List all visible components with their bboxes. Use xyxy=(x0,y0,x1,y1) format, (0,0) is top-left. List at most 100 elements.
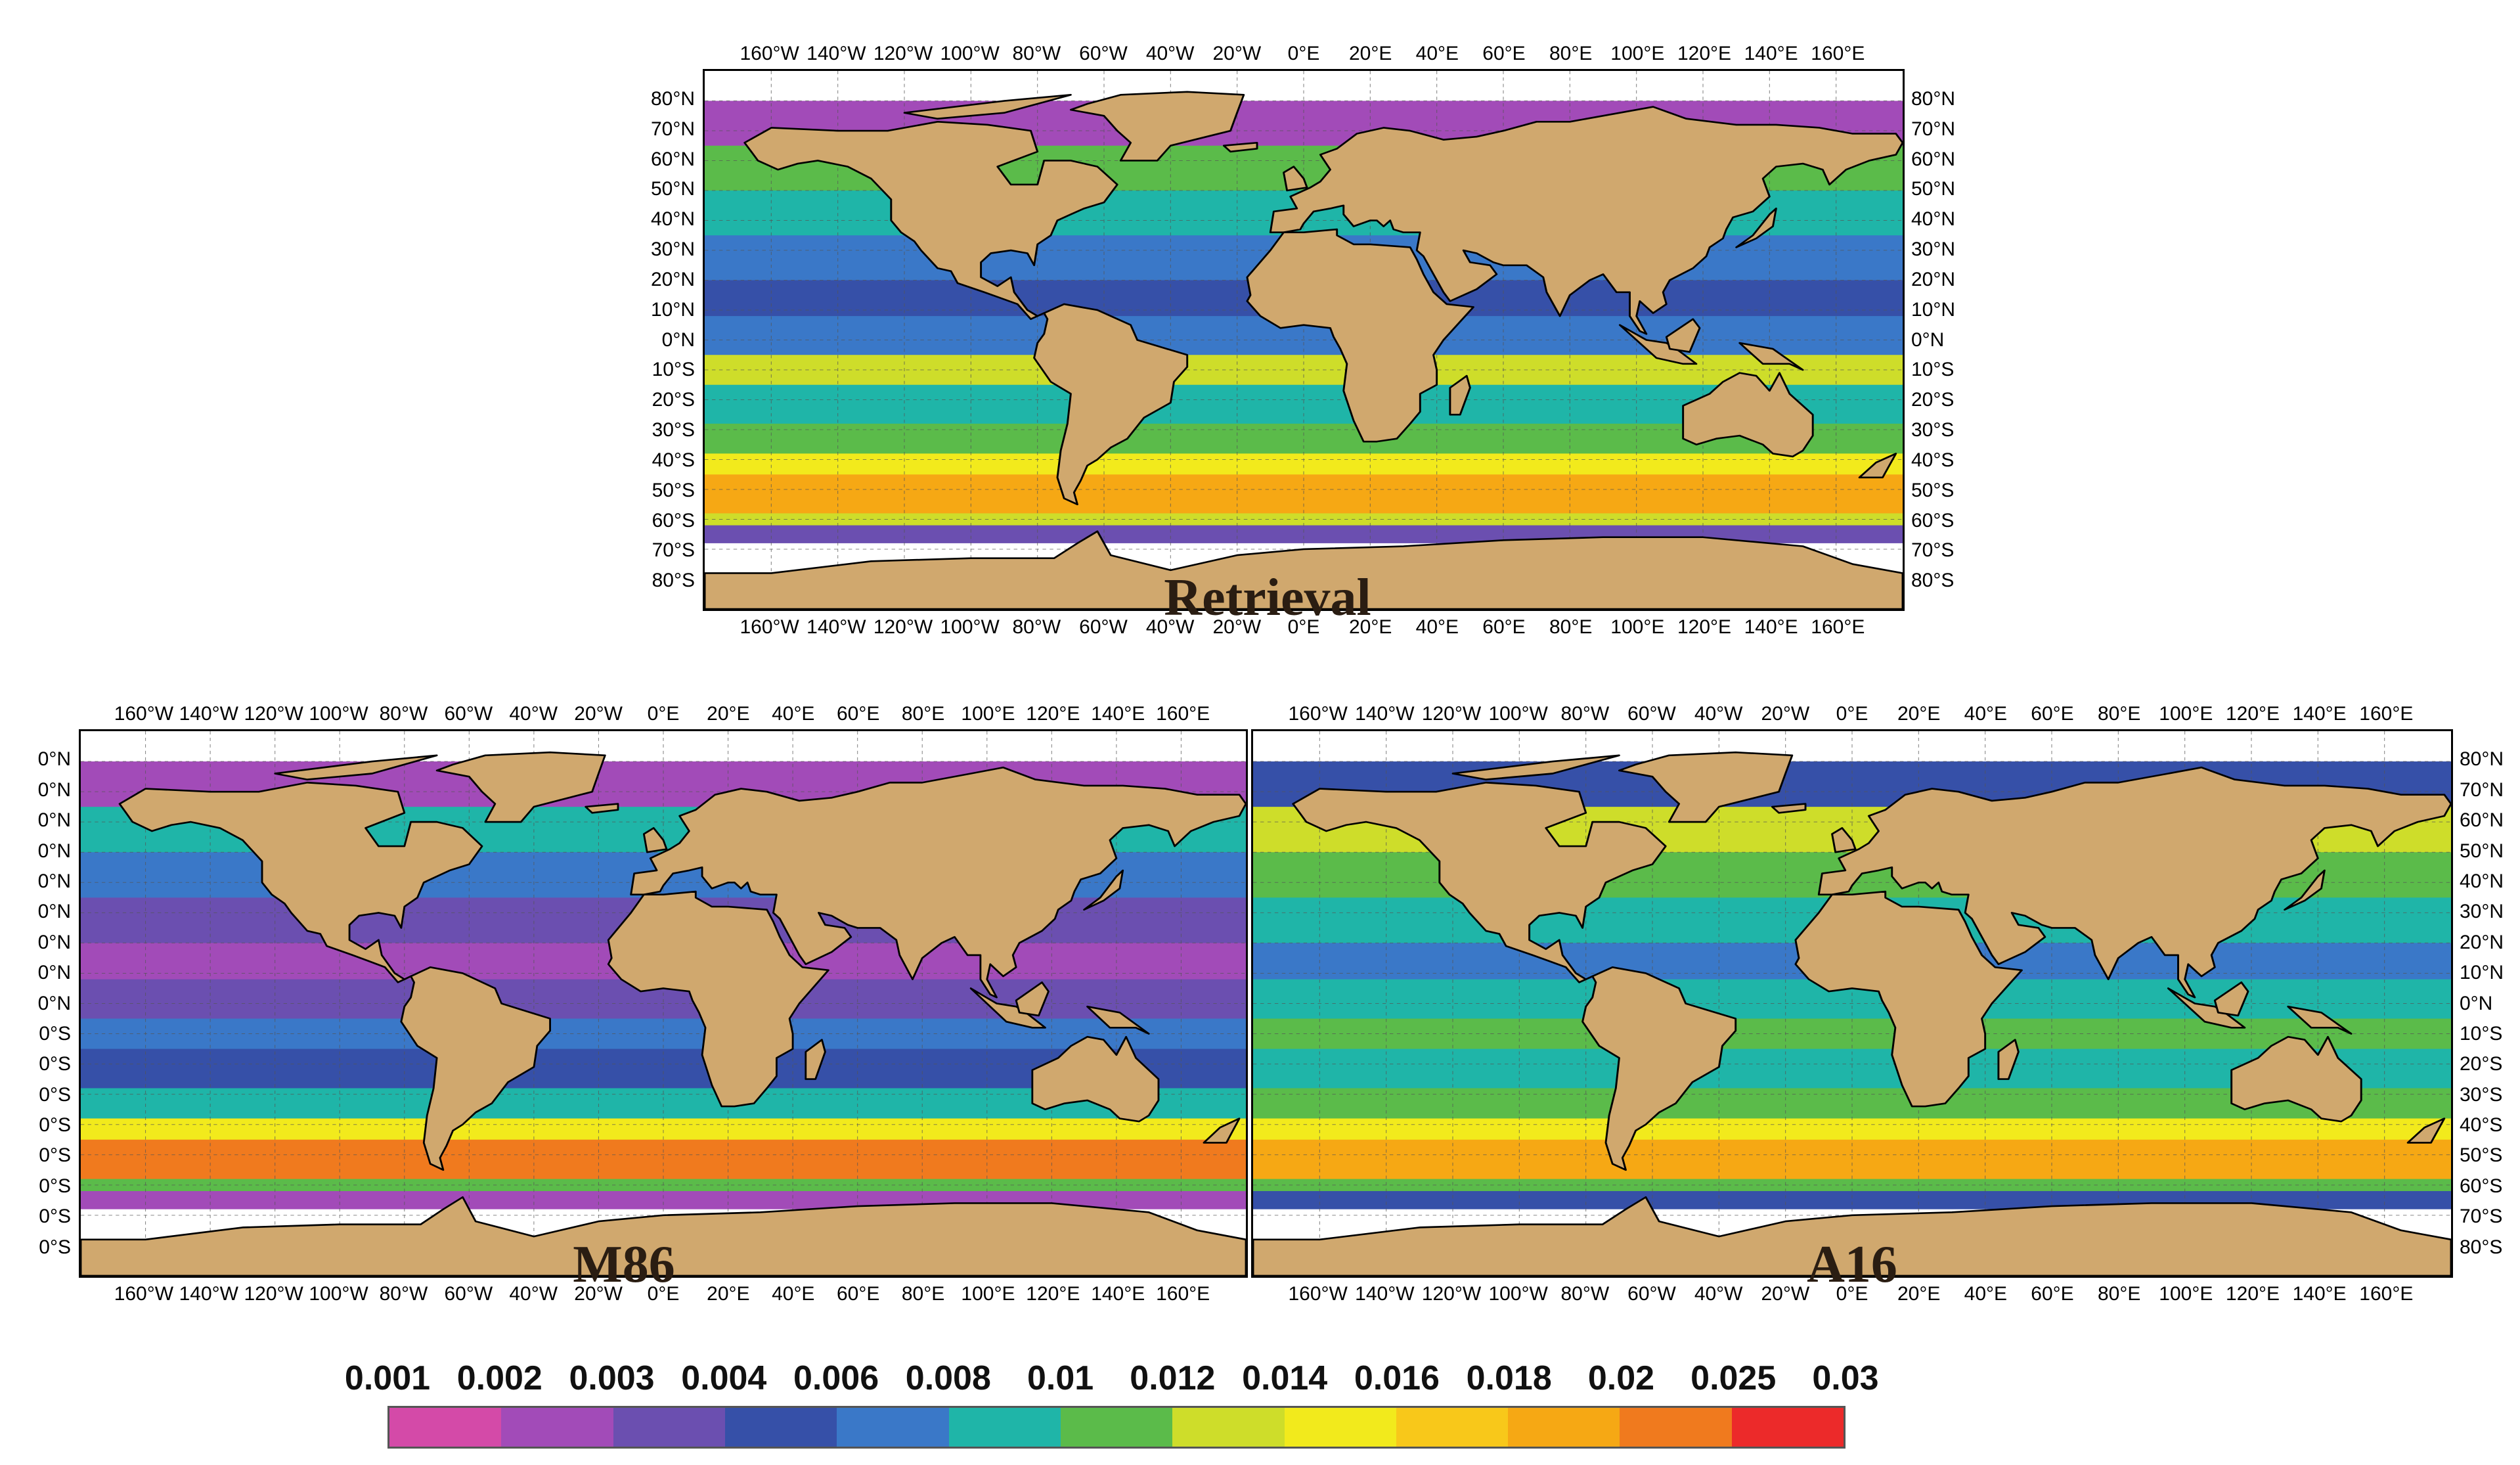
lon-tick-top: 40°E xyxy=(1964,703,2008,725)
lat-tick-left: 0°N xyxy=(37,748,71,771)
lon-tick-top: 80°W xyxy=(1560,703,1610,725)
colorbar-label: 0.01 xyxy=(1027,1359,1094,1397)
land-indonesia xyxy=(1618,324,1698,365)
lon-tick-top: 160°E xyxy=(1156,703,1210,725)
lon-tick-top: 40°W xyxy=(1694,703,1743,725)
lon-tick-top: 100°E xyxy=(1610,43,1665,64)
lon-tick-top: 160°E xyxy=(1811,43,1865,64)
lon-tick-bottom: 20°E xyxy=(707,1283,750,1305)
land-indonesia xyxy=(2167,987,2246,1029)
lon-tick-bottom: 100°W xyxy=(309,1283,368,1305)
lat-tick-left: 20°N xyxy=(650,268,695,290)
lat-tick-right: 50°N xyxy=(2460,840,2504,862)
lon-tick-top: 140°E xyxy=(1744,43,1798,64)
colorbar-segment xyxy=(948,1408,1061,1447)
lon-tick-bottom: 80°E xyxy=(901,1283,945,1305)
lon-tick-top: 140°E xyxy=(2292,703,2347,725)
land-eurasia xyxy=(1269,106,1903,335)
lon-tick-bottom: 140°E xyxy=(1091,1283,1145,1305)
colorbar-label: 0.004 xyxy=(681,1359,767,1397)
lon-tick-bottom: 40°W xyxy=(1694,1283,1743,1305)
colorbar-label: 0.03 xyxy=(1812,1359,1879,1397)
lat-tick-right: 30°N xyxy=(2460,901,2504,923)
lat-tick-left: 60°S xyxy=(652,509,695,531)
colorbar-segment xyxy=(1060,1408,1173,1447)
land-newguinea xyxy=(1738,342,1804,371)
colorbar-segment xyxy=(1620,1408,1732,1447)
land-samerica xyxy=(1581,966,1737,1171)
lon-tick-top: 60°E xyxy=(1482,43,1526,64)
land-namerica xyxy=(1292,781,1667,983)
map-a16 xyxy=(1251,729,2453,1278)
map-retrieval-svg xyxy=(705,71,1903,609)
lon-tick-bottom: 100°W xyxy=(940,616,1000,638)
lat-tick-left: 0°S xyxy=(39,1022,71,1045)
lat-tick-left: 40°N xyxy=(650,208,695,231)
lon-tick-top: 100°W xyxy=(940,43,1000,64)
lon-tick-bottom: 60°W xyxy=(444,1283,493,1305)
land-eurasia xyxy=(1817,766,2451,999)
land-iceland xyxy=(1222,141,1258,153)
lon-tick-bottom: 20°E xyxy=(1348,616,1392,638)
colorbar-segment xyxy=(1731,1408,1844,1447)
lon-tick-bottom: 40°E xyxy=(772,1283,815,1305)
lat-tick-right: 50°N xyxy=(1911,178,1956,200)
lon-tick-bottom: 20°E xyxy=(1897,1283,1941,1305)
colorbar-label: 0.02 xyxy=(1587,1359,1655,1397)
lon-tick-bottom: 100°E xyxy=(1610,616,1665,638)
land-africa xyxy=(1794,890,2023,1108)
lon-tick-bottom: 100°W xyxy=(1488,1283,1548,1305)
land-japan xyxy=(1735,208,1777,248)
land-namerica xyxy=(118,781,483,983)
map-m86-svg xyxy=(81,731,1246,1276)
lon-tick-top: 0°E xyxy=(1287,43,1320,64)
lon-tick-bottom: 20°W xyxy=(1761,1283,1810,1305)
panel-label-retrieval: Retrieval xyxy=(1164,569,1371,627)
land-africa xyxy=(607,890,829,1108)
lat-tick-right: 70°N xyxy=(2460,778,2504,801)
lat-tick-left: 0°S xyxy=(39,1175,71,1197)
lat-tick-right: 70°S xyxy=(2460,1206,2503,1228)
land-nz xyxy=(1858,453,1897,479)
lon-tick-top: 100°W xyxy=(1488,703,1548,725)
lon-tick-top: 40°E xyxy=(1415,43,1459,64)
panel-a16: 160°W 140°W 120°W 100°W 80°W 60°W 40°W 20°W 0°E 2… xyxy=(1251,664,2504,1334)
lon-tick-top: 80°E xyxy=(1549,43,1593,64)
lat-tick-right: 80°N xyxy=(1911,87,1956,110)
land-japan xyxy=(2284,869,2326,911)
lat-tick-left: 50°S xyxy=(652,479,695,501)
lon-tick-top: 40°E xyxy=(772,703,815,725)
land-eurasia xyxy=(630,766,1246,999)
land-australia xyxy=(2230,1035,2362,1123)
lon-tick-top: 160°W xyxy=(1288,703,1348,725)
land-australia xyxy=(1031,1035,1160,1123)
land-iceland xyxy=(1771,803,1807,814)
lat-tick-left: 40°S xyxy=(652,449,695,471)
lon-tick-top: 60°W xyxy=(444,703,493,725)
colorbar-segment xyxy=(1284,1408,1396,1447)
lon-tick-top: 60°E xyxy=(2031,703,2074,725)
lon-tick-bottom: 100°E xyxy=(2159,1283,2213,1305)
lat-tick-right: 50°S xyxy=(1911,479,1955,501)
lon-tick-top: 20°W xyxy=(1761,703,1810,725)
land-samerica xyxy=(1033,303,1189,506)
lat-tick-right: 80°S xyxy=(1911,570,1955,592)
lon-tick-top: 120°W xyxy=(873,43,933,64)
land-australia xyxy=(1682,372,1814,458)
lon-tick-bottom: 80°E xyxy=(2097,1283,2141,1305)
ocean-band xyxy=(81,1139,1246,1180)
colorbar-segment xyxy=(837,1408,949,1447)
colorbar-label: 0.002 xyxy=(456,1359,542,1397)
lat-tick-right: 20°S xyxy=(2460,1053,2503,1075)
lon-tick-bottom: 40°E xyxy=(1415,616,1459,638)
colorbar-segment xyxy=(613,1408,725,1447)
land-uk xyxy=(1283,166,1308,192)
lat-tick-right: 40°S xyxy=(1911,449,1955,471)
lon-tick-bottom: 60°W xyxy=(1627,1283,1676,1305)
lon-tick-bottom: 140°E xyxy=(2292,1283,2347,1305)
land-arctic xyxy=(903,94,1072,120)
lat-tick-left: 70°N xyxy=(650,118,695,140)
land-nz xyxy=(1203,1117,1241,1144)
land-indonesia xyxy=(969,987,1046,1029)
lat-tick-left: 0°S xyxy=(39,1114,71,1137)
